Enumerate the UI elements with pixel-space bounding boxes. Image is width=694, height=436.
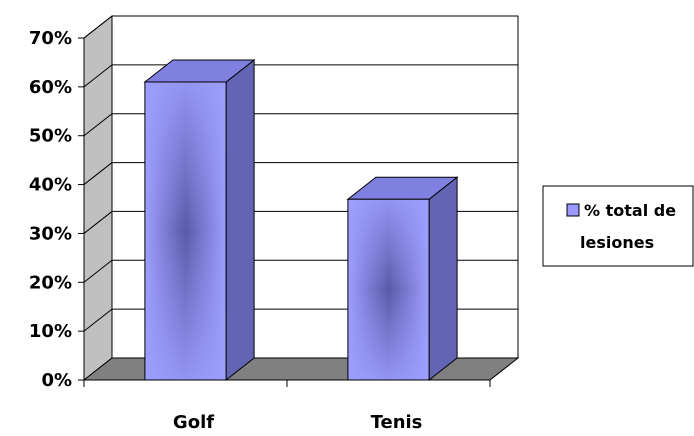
legend-swatch xyxy=(566,203,580,217)
gridline-side xyxy=(83,64,113,88)
legend-box xyxy=(542,185,694,267)
gridline-side xyxy=(83,259,113,283)
y-tick-label: 60% xyxy=(29,77,72,98)
bar-front-shading xyxy=(144,81,227,381)
bar-tenis xyxy=(346,176,459,382)
bar-golf xyxy=(143,58,256,382)
gridline-side xyxy=(83,162,113,185)
gridline-side xyxy=(83,113,113,137)
legend: % total de lesiones xyxy=(542,185,694,267)
gridline-side xyxy=(83,15,113,39)
legend-label-line1: % total de xyxy=(584,201,676,220)
bar-side-face xyxy=(428,176,458,382)
legend-label-line2: lesiones xyxy=(580,233,654,252)
y-tick-label: 50% xyxy=(29,126,72,147)
y-tick-label: 10% xyxy=(29,321,72,342)
bar-front-shading xyxy=(347,198,430,381)
chart-side-wall xyxy=(83,14,113,382)
y-tick-label: 30% xyxy=(29,223,72,244)
gridline-side xyxy=(83,308,113,332)
bar-side-face xyxy=(225,58,255,382)
x-category-label: Tenis xyxy=(371,412,423,433)
x-category-label: Golf xyxy=(173,412,214,433)
gridline-side xyxy=(83,211,113,234)
y-tick-label: 20% xyxy=(29,272,72,293)
y-tick-label: 70% xyxy=(29,28,72,49)
y-tick-label: 40% xyxy=(29,175,72,196)
y-tick-label: 0% xyxy=(41,370,72,391)
